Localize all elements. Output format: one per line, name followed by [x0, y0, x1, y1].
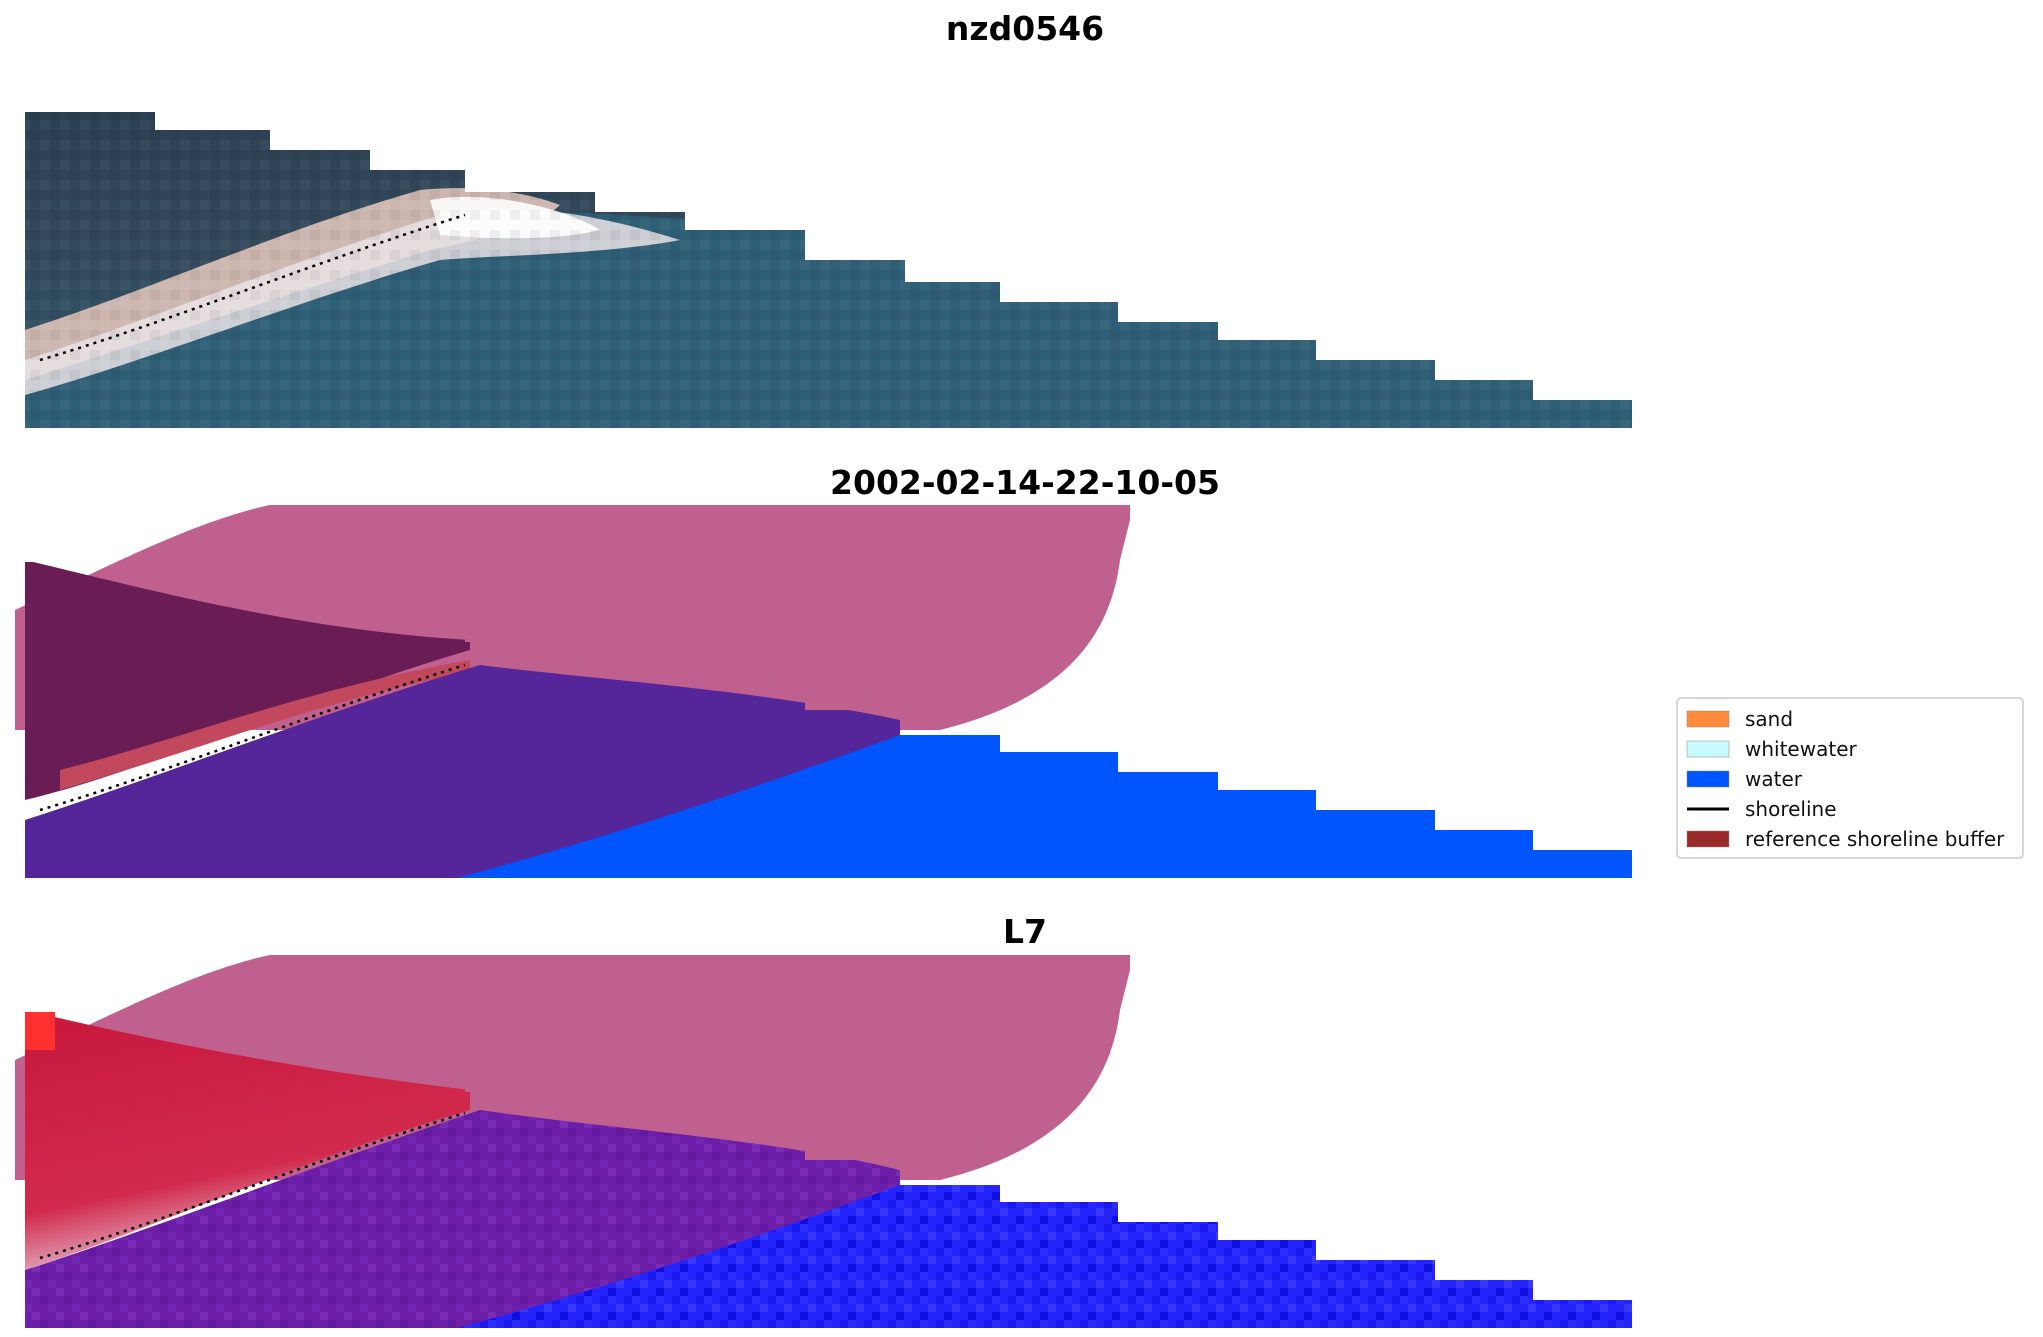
legend-label: reference shoreline buffer [1745, 827, 2005, 851]
legend-swatch [1686, 770, 1730, 788]
panel-rgb: nzd0546 [25, 9, 1632, 428]
panel-classification: 2002-02-14-22-10-05 [15, 463, 1632, 880]
legend: sand whitewater water shoreline reference sh… [1676, 697, 2024, 859]
shoreline-line [39, 213, 466, 362]
legend-item-water: water [1686, 767, 1803, 791]
panel-title-l7: L7 [1003, 912, 1047, 951]
legend-label: whitewater [1745, 737, 1857, 761]
legend-label: water [1745, 767, 1803, 791]
legend-item-reference-shoreline-buffer: reference shoreline buffer [1686, 827, 2005, 851]
panel-title-classification: 2002-02-14-22-10-05 [830, 463, 1220, 502]
legend-item-shoreline: shoreline [1687, 797, 1837, 821]
legend-swatch [1686, 830, 1730, 848]
rgb-image [25, 112, 1632, 428]
legend-swatch [1686, 740, 1730, 758]
panel-title-rgb: nzd0546 [946, 9, 1104, 48]
legend-frame [1676, 697, 2024, 859]
legend-item-sand: sand [1686, 707, 1793, 731]
legend-label: sand [1745, 707, 1793, 731]
legend-item-whitewater: whitewater [1686, 737, 1857, 761]
shoreline-line-3 [39, 1111, 466, 1260]
legend-label: shoreline [1745, 797, 1837, 821]
panel-l7: L7 [15, 912, 1632, 1330]
legend-swatch [1686, 710, 1730, 728]
shoreline-line-2 [39, 663, 466, 812]
